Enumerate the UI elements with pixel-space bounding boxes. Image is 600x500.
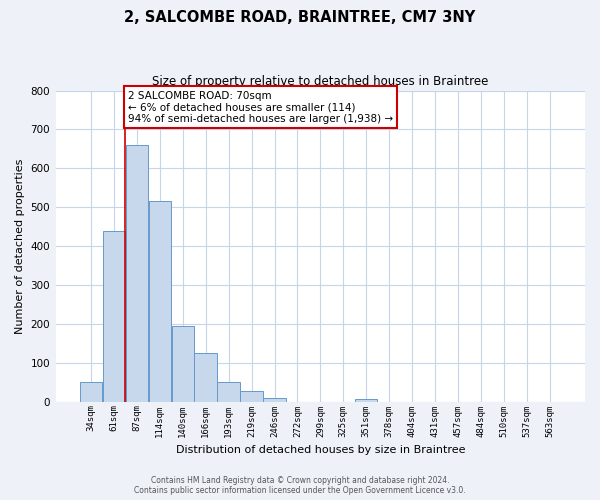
Bar bbox=[241, 391, 263, 402]
Bar bbox=[149, 202, 171, 402]
Bar bbox=[263, 398, 286, 402]
Bar bbox=[172, 326, 194, 402]
Bar bbox=[80, 382, 102, 402]
Bar bbox=[355, 398, 377, 402]
Text: 2 SALCOMBE ROAD: 70sqm
← 6% of detached houses are smaller (114)
94% of semi-det: 2 SALCOMBE ROAD: 70sqm ← 6% of detached … bbox=[128, 90, 393, 124]
X-axis label: Distribution of detached houses by size in Braintree: Distribution of detached houses by size … bbox=[176, 445, 465, 455]
Bar bbox=[125, 145, 148, 402]
Y-axis label: Number of detached properties: Number of detached properties bbox=[15, 158, 25, 334]
Title: Size of property relative to detached houses in Braintree: Size of property relative to detached ho… bbox=[152, 75, 488, 88]
Bar bbox=[194, 353, 217, 402]
Text: 2, SALCOMBE ROAD, BRAINTREE, CM7 3NY: 2, SALCOMBE ROAD, BRAINTREE, CM7 3NY bbox=[124, 10, 476, 25]
Text: Contains HM Land Registry data © Crown copyright and database right 2024.
Contai: Contains HM Land Registry data © Crown c… bbox=[134, 476, 466, 495]
Bar bbox=[217, 382, 240, 402]
Bar bbox=[103, 230, 125, 402]
